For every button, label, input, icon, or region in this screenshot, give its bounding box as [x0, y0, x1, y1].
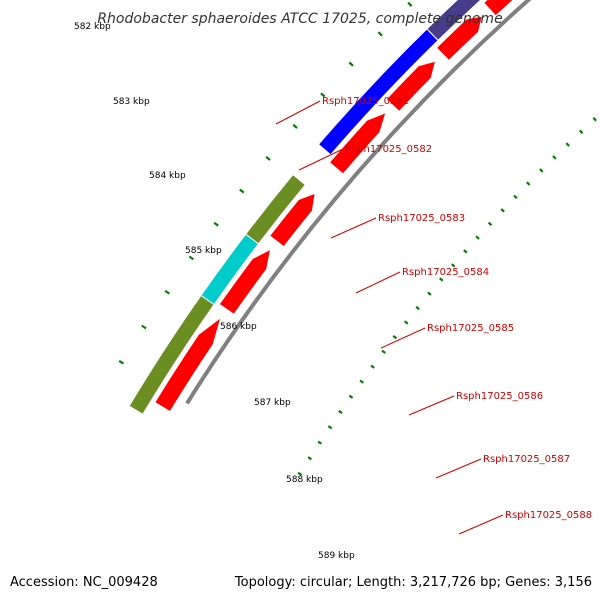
gc-skew-dash: [265, 155, 271, 161]
kbp-tick-mark: [438, 277, 444, 282]
kbp-label: 589 kbp: [318, 551, 355, 561]
kbp-tick-mark: [552, 155, 557, 160]
cds-gene: [385, 60, 437, 113]
kbp-tick-mark: [578, 129, 584, 135]
kbp-tick-mark: [415, 305, 420, 311]
gene-leader-line: [330, 217, 377, 239]
kbp-tick-mark: [338, 409, 343, 414]
cds-gene: [268, 192, 317, 248]
cog-segment: [245, 173, 307, 245]
gc-skew-dash: [348, 61, 354, 67]
gene-label[interactable]: Rsph17025_0586: [456, 391, 543, 402]
kbp-tick-mark: [307, 456, 313, 461]
kbp-label: 587 kbp: [254, 398, 291, 408]
cog-track: [128, 0, 482, 600]
gc-skew-dash: [377, 31, 383, 37]
gene-label[interactable]: Rsph17025_0588: [505, 510, 592, 521]
kbp-tick-mark: [403, 320, 409, 325]
kbp-tick-mark: [381, 349, 386, 354]
cog-segment: [317, 28, 439, 156]
kbp-tick-mark: [317, 440, 323, 445]
kbp-tick-mark: [500, 208, 505, 213]
gc-skew-dash: [320, 92, 326, 98]
gene-label[interactable]: Rsph17025_0587: [483, 454, 570, 465]
kbp-tick-mark: [450, 263, 456, 268]
gene-leader-line: [458, 514, 504, 535]
kbp-tick-mark: [565, 142, 570, 147]
gc-skew-dash: [292, 123, 298, 129]
genome-summary-text: Topology: circular; Length: 3,217,726 bp…: [234, 575, 592, 590]
gene-label[interactable]: Rsph17025_0584: [402, 267, 489, 278]
gene-label[interactable]: Rsph17025_0583: [378, 213, 465, 224]
gene-label-leaders: [275, 100, 504, 535]
kbp-tick-marks: [118, 1, 597, 476]
cds-gene: [482, 0, 515, 17]
kbp-tick-mark: [526, 181, 531, 186]
gc-skew-dash: [118, 360, 125, 365]
gene-leader-line: [408, 395, 455, 416]
gene-leader-line: [435, 458, 482, 479]
gc-skew-dash: [141, 324, 147, 330]
kbp-tick-mark: [327, 425, 333, 430]
kbp-tick-mark: [348, 394, 354, 399]
kbp-label: 582 kbp: [74, 22, 111, 32]
cds-gene: [218, 247, 272, 316]
kbp-label: 584 kbp: [149, 171, 186, 181]
kbp-label: 585 kbp: [185, 246, 222, 256]
kbp-tick-mark: [592, 117, 597, 122]
gc-skew-dash: [407, 1, 413, 7]
genome-backbone-line: [185, 0, 532, 405]
genome-backbone: [185, 0, 532, 405]
kbp-tick-mark: [370, 364, 375, 369]
gene-leader-line: [355, 271, 401, 294]
kbp-tick-mark: [392, 335, 398, 340]
gene-label[interactable]: Rsph17025_0582: [345, 144, 432, 155]
cds-gene: [153, 315, 223, 413]
gene-label[interactable]: Rsph17025_0585: [427, 323, 514, 334]
kbp-tick-mark: [427, 291, 432, 296]
gc-skew-dash: [164, 289, 170, 295]
gene-label[interactable]: Rsph17025_0581: [322, 96, 409, 107]
kbp-tick-mark: [359, 379, 364, 384]
kbp-tick-mark: [475, 235, 480, 240]
cds-track: [153, 0, 515, 413]
cog-segment: [426, 0, 482, 42]
kbp-tick-mark: [513, 194, 518, 200]
genome-title: Rhodobacter sphaeroides ATCC 17025, comp…: [97, 11, 502, 27]
footer-background: [0, 570, 600, 600]
cds-gene: [328, 111, 387, 175]
gc-skew-dash: [188, 255, 195, 261]
gc-skew-dash: [239, 188, 245, 194]
kbp-label: 586 kbp: [220, 322, 257, 332]
gc-skew-dash: [213, 221, 219, 227]
gene-leader-line: [275, 100, 321, 125]
cds-gene: [435, 15, 484, 62]
kbp-label: 588 kbp: [286, 475, 323, 485]
gene-leader-line: [298, 148, 344, 171]
gene-leader-line: [380, 327, 426, 349]
kbp-tick-mark: [297, 471, 303, 476]
kbp-tick-mark: [539, 168, 544, 173]
kbp-tick-mark: [463, 249, 468, 254]
accession-text: Accession: NC_009428: [10, 575, 158, 590]
kbp-tick-mark: [487, 221, 493, 227]
kbp-label: 583 kbp: [113, 97, 150, 107]
